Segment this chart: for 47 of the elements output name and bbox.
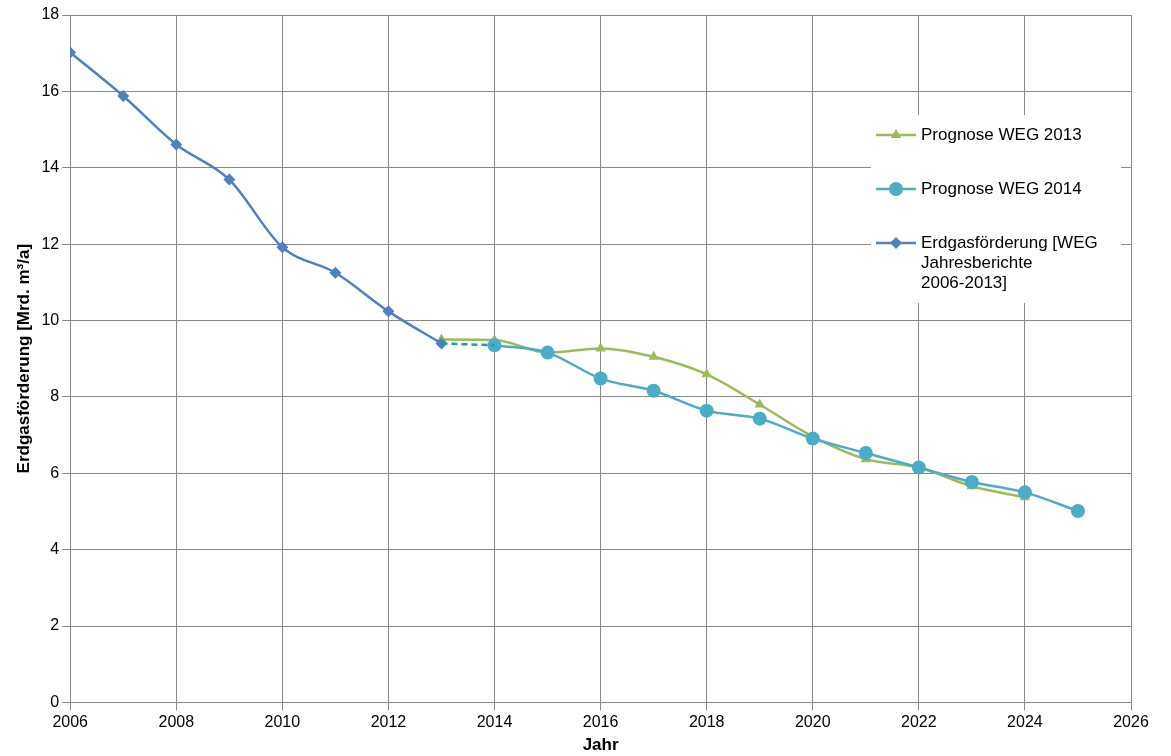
point: [911, 460, 926, 475]
x-axis-title: Jahr: [582, 735, 619, 755]
point: [646, 383, 661, 398]
x-tick-label: 2016: [582, 713, 619, 731]
point: [595, 342, 606, 352]
point: [117, 89, 130, 102]
point: [1017, 485, 1032, 500]
y-tick-label: 14: [41, 158, 60, 176]
x-tick-label: 2008: [158, 713, 195, 731]
y-tick-label: 10: [41, 310, 60, 328]
point: [540, 345, 555, 360]
point: [487, 338, 502, 353]
legend-label: Prognose WEG 2013: [921, 124, 1082, 144]
legend-label: Prognose WEG 2014: [921, 178, 1082, 198]
point: [858, 446, 873, 461]
x-tick-label: 2018: [688, 713, 725, 731]
y-tick-label: 18: [41, 5, 60, 23]
x-tick-label: 2010: [264, 713, 301, 731]
x-tick-label: 2012: [370, 713, 407, 731]
legend-label: Erdgasförderung [WEG Jahresberichte 2006-2013]: [921, 232, 1098, 292]
x-tick-label: 2020: [794, 713, 831, 731]
point: [382, 305, 395, 318]
point: [648, 350, 659, 360]
point: [170, 138, 183, 151]
point: [699, 403, 714, 418]
x-tick-label: 2022: [901, 713, 937, 731]
y-tick-label: 16: [41, 81, 60, 99]
point: [752, 411, 767, 426]
point: [276, 241, 289, 254]
x-tick-label: 2024: [1007, 713, 1043, 731]
y-tick-label: 2: [50, 616, 60, 634]
x-tick-label: 2026: [1113, 713, 1149, 731]
y-tick-label: 12: [41, 234, 60, 252]
point: [593, 371, 608, 386]
y-tick-label: 8: [50, 387, 60, 405]
point: [754, 398, 765, 408]
point: [329, 266, 342, 279]
y-tick-label: 0: [50, 692, 60, 710]
y-axis-title: Erdgasförderung [Mrd. m³/a]: [13, 243, 33, 474]
point: [223, 173, 236, 186]
point: [1070, 504, 1085, 519]
x-tick-label: 2014: [476, 713, 513, 731]
y-tick-label: 6: [50, 463, 60, 481]
y-tick-label: 4: [50, 540, 60, 558]
x-tick-label: 2006: [52, 713, 89, 731]
point: [964, 475, 979, 490]
point: [805, 431, 820, 446]
